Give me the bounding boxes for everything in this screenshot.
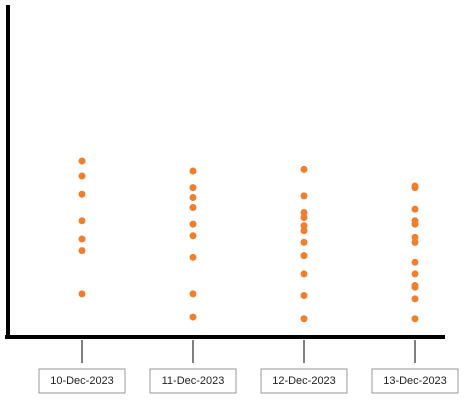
dot <box>411 315 419 323</box>
dot <box>300 192 308 200</box>
dot <box>78 172 86 180</box>
dot <box>300 222 308 230</box>
dot <box>189 194 197 202</box>
x-tick-label: 12-Dec-2023 <box>272 375 336 387</box>
dot <box>189 313 197 321</box>
dot <box>189 184 197 192</box>
dot <box>411 283 419 291</box>
dot <box>300 209 308 216</box>
dot <box>411 205 419 213</box>
x-tick-label: 11-Dec-2023 <box>162 375 225 387</box>
dot <box>411 295 419 303</box>
label-box <box>38 368 126 394</box>
dot <box>300 292 308 299</box>
x-tick-label: 13-Dec-2023 <box>383 375 447 387</box>
dot <box>300 227 308 235</box>
dot <box>411 184 419 192</box>
dot <box>189 253 197 261</box>
dot <box>300 315 308 323</box>
dot <box>78 190 86 198</box>
dot <box>78 247 86 255</box>
x-tick-label: 10-Dec-2023 <box>50 375 114 387</box>
label-box <box>371 368 459 394</box>
dot <box>411 220 419 228</box>
label-box <box>149 368 237 394</box>
dot <box>78 235 86 243</box>
dot <box>78 157 86 165</box>
dot <box>411 233 419 241</box>
dot <box>411 238 419 246</box>
dot <box>300 270 308 278</box>
label-box <box>260 368 348 394</box>
dot <box>300 165 308 173</box>
dot <box>189 232 197 240</box>
dot <box>78 217 86 225</box>
dot <box>411 270 419 278</box>
dot <box>300 213 308 221</box>
dot <box>189 290 197 298</box>
dot <box>411 258 419 266</box>
dot <box>189 220 197 228</box>
dot <box>300 238 308 246</box>
dot <box>189 167 197 175</box>
dot <box>300 252 308 260</box>
dot <box>189 204 197 212</box>
dot <box>78 290 86 298</box>
